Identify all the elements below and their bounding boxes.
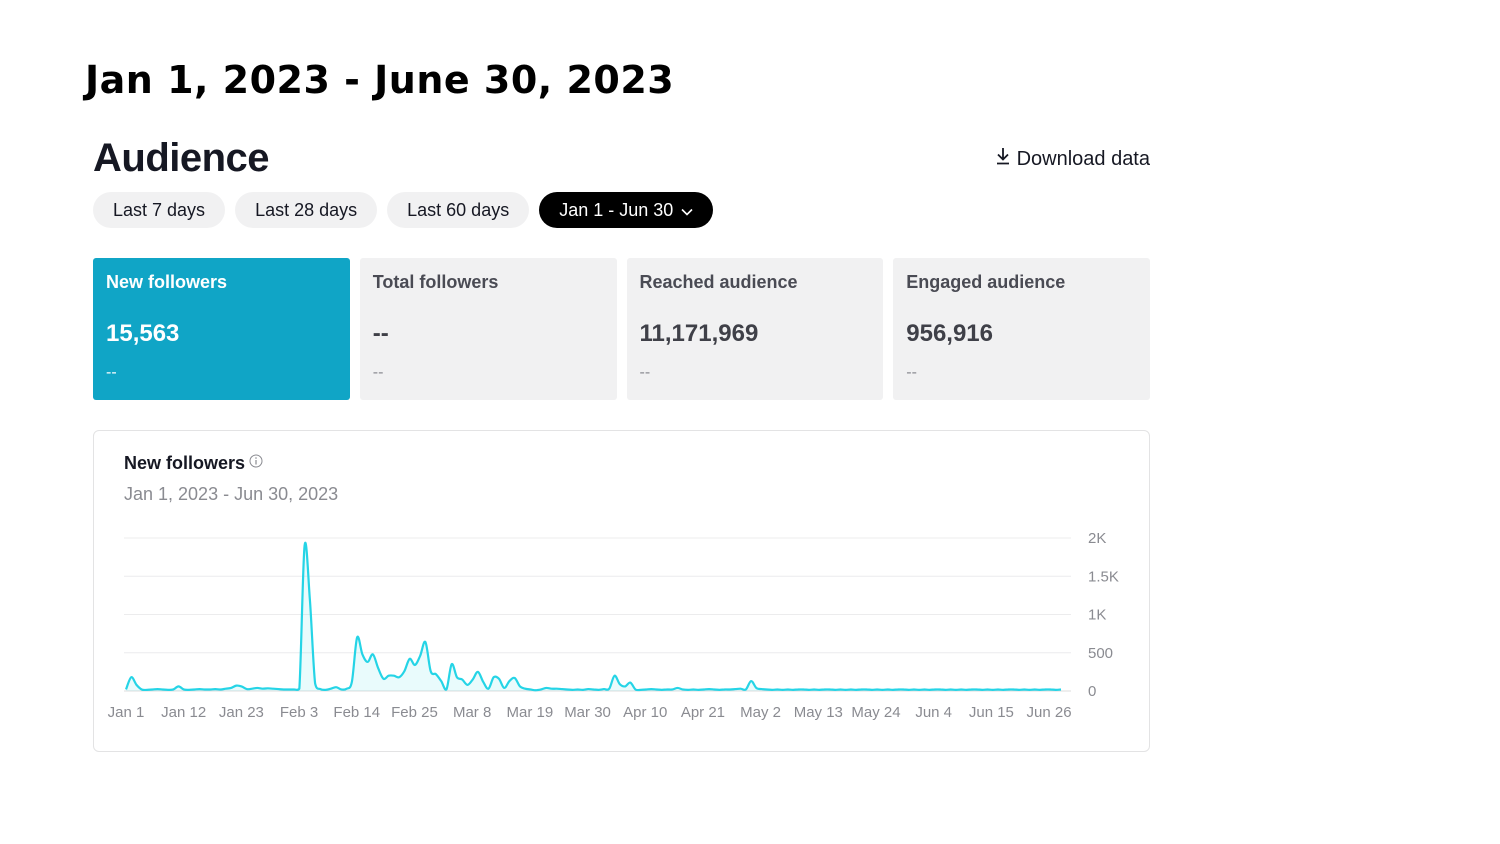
x-tick-label: Jun 4 — [915, 704, 952, 721]
metric-label: Reached audience — [639, 272, 798, 292]
metric-value: 15,563 — [106, 320, 180, 347]
metric-value: 11,171,969 — [639, 320, 759, 347]
y-tick-label: 1K — [1088, 607, 1106, 624]
series-area — [126, 542, 1061, 691]
metric-change: -- — [372, 364, 384, 381]
metric-change: -- — [639, 364, 651, 381]
range-label: Jan 1 - Jun 30 — [559, 199, 674, 220]
date-range-banner: Jan 1, 2023 - June 30, 2023 — [85, 58, 675, 102]
x-tick-label: Mar 19 — [507, 704, 554, 721]
new-followers-chart-card: New followers Jan 1, 2023 - Jun 30, 2023… — [93, 430, 1150, 752]
x-tick-label: May 13 — [794, 704, 843, 721]
new-followers-chart: 0 500 1K 1.5K 2K Jan 1 Jan 12 Jan 23 Feb 3 Feb 1… — [108, 530, 1119, 721]
x-tick-label: May 24 — [851, 704, 900, 721]
range-label: Last 60 days — [407, 199, 510, 220]
metric-label: Engaged audience — [906, 272, 1066, 292]
x-tick-label: May 2 — [740, 704, 781, 721]
range-last-60-days[interactable]: Last 60 days — [387, 192, 530, 228]
x-tick-label: Jan 23 — [219, 704, 264, 721]
download-data-button[interactable]: Download data — [995, 147, 1150, 171]
x-tick-label: Feb 25 — [391, 704, 438, 721]
range-last-28-days[interactable]: Last 28 days — [235, 192, 378, 228]
chevron-down-icon — [681, 200, 693, 221]
chart-title: New followers — [124, 453, 246, 473]
y-tick-label: 500 — [1088, 645, 1113, 662]
date-range-selector: Last 7 days Last 28 days Last 60 days Ja… — [93, 192, 1150, 228]
audience-panel: Audience Download data Last 7 days Last … — [93, 130, 1150, 400]
y-tick-label: 0 — [1088, 683, 1096, 700]
x-tick-label: Feb 3 — [280, 704, 318, 721]
x-tick-label: Mar 8 — [453, 704, 491, 721]
x-tick-label: Apr 10 — [623, 704, 667, 721]
chart-grid — [124, 537, 1071, 692]
metric-change: -- — [106, 364, 117, 381]
y-tick-label: 1.5K — [1088, 568, 1119, 585]
y-tick-label: 2K — [1088, 530, 1106, 547]
metric-change: -- — [906, 364, 917, 381]
x-tick-label: Feb 14 — [333, 704, 380, 721]
download-data-label: Download data — [1016, 147, 1150, 170]
metric-card-total-followers[interactable]: Total followers -- -- — [359, 258, 617, 400]
series-line — [124, 541, 1062, 692]
chart-subtitle: Jan 1, 2023 - Jun 30, 2023 — [124, 484, 339, 504]
y-axis-ticks: 0 500 1K 1.5K 2K — [1088, 530, 1119, 700]
range-custom-dropdown[interactable]: Jan 1 - Jun 30 — [539, 192, 714, 228]
x-tick-label: Mar 30 — [564, 704, 611, 721]
x-tick-label: Jun 15 — [969, 704, 1014, 721]
x-tick-label: Jan 1 — [108, 704, 145, 721]
page-title: Audience — [93, 135, 270, 180]
metric-label: New followers — [106, 272, 228, 292]
metric-card-new-followers[interactable]: New followers 15,563 -- — [93, 258, 350, 400]
metric-value: 956,916 — [906, 320, 994, 347]
audience-header: Audience Download data — [93, 130, 1150, 186]
x-tick-label: Apr 21 — [681, 704, 725, 721]
x-tick-label: Jun 26 — [1027, 704, 1072, 721]
x-tick-label: Jan 12 — [161, 704, 206, 721]
metric-value: -- — [372, 320, 389, 347]
metric-label: Total followers — [372, 272, 499, 292]
info-icon[interactable] — [249, 454, 263, 473]
range-label: Last 7 days — [113, 199, 206, 220]
x-axis-ticks: Jan 1 Jan 12 Jan 23 Feb 3 Feb 14 Feb 25 Mar 8 M… — [108, 704, 1072, 721]
metric-cards: New followers 15,563 -- Total followers … — [93, 258, 1150, 400]
metric-card-reached-audience[interactable]: Reached audience 11,171,969 -- — [626, 258, 884, 400]
chart-title-row: New followers — [124, 453, 263, 474]
metric-card-engaged-audience[interactable]: Engaged audience 956,916 -- — [893, 258, 1150, 400]
range-last-7-days[interactable]: Last 7 days — [93, 192, 226, 228]
range-label: Last 28 days — [255, 199, 358, 220]
download-icon — [995, 147, 1011, 171]
